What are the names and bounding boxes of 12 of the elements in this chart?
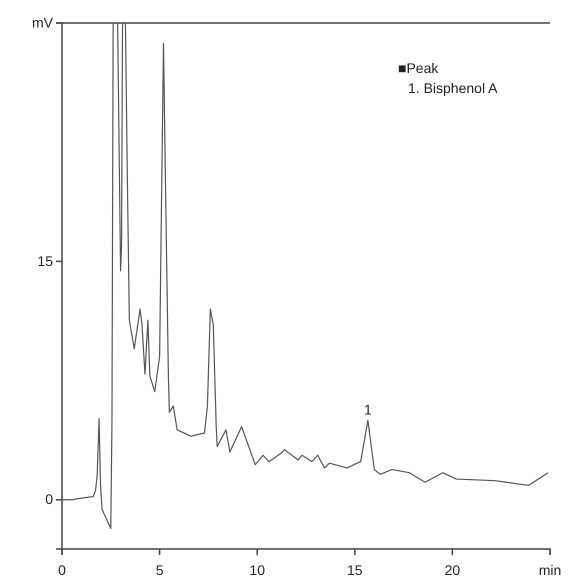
x-tick-label: 5 xyxy=(156,562,164,578)
x-tick-label: 20 xyxy=(444,562,460,578)
x-tick-label: 10 xyxy=(249,562,266,578)
annotation: 1 xyxy=(364,401,372,418)
y-tick-label: 15 xyxy=(37,252,54,269)
x-tick-label: 0 xyxy=(58,562,66,578)
x-tick-label: min xyxy=(538,562,562,578)
annotation: 1. Bisphenol A xyxy=(408,80,498,96)
x-tick-label: 15 xyxy=(347,562,363,578)
y-tick-label: mV xyxy=(32,14,54,30)
annotation: ■Peak xyxy=(398,60,440,76)
y-tick-label: 0 xyxy=(45,491,54,508)
